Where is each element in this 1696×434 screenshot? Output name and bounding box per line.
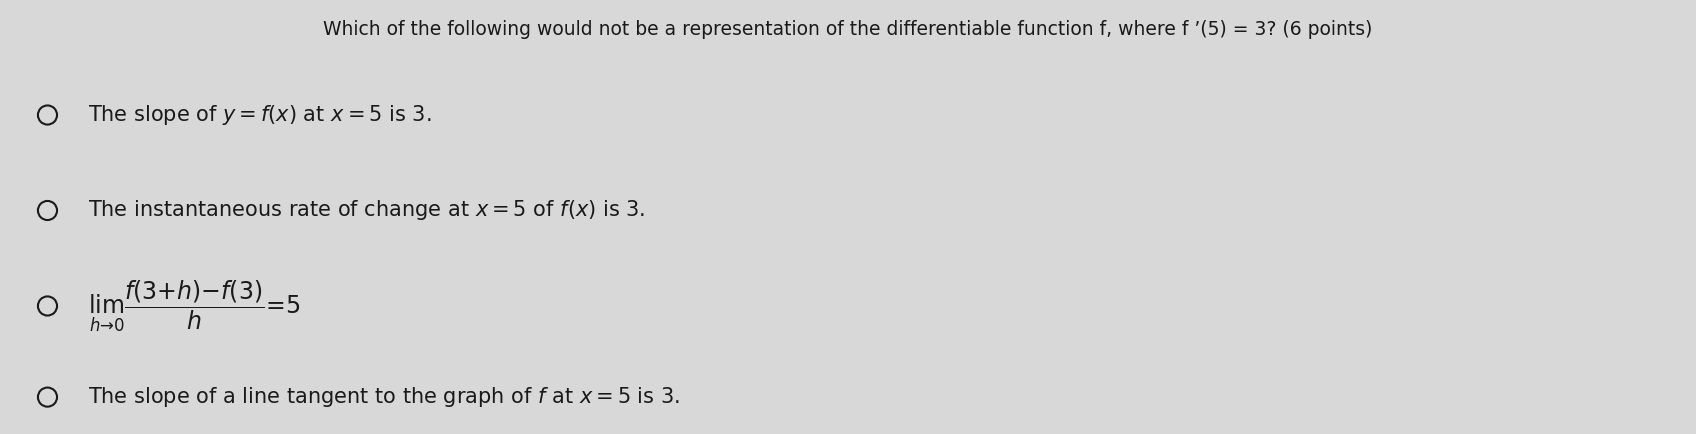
Text: The slope of a line tangent to the graph of $f$ at $x = 5$ is 3.: The slope of a line tangent to the graph…: [88, 385, 680, 409]
Text: The slope of $y = f(x)$ at $x = 5$ is 3.: The slope of $y = f(x)$ at $x = 5$ is 3.: [88, 103, 432, 127]
Text: The instantaneous rate of change at $x = 5$ of $f(x)$ is 3.: The instantaneous rate of change at $x =…: [88, 198, 646, 223]
Text: Which of the following would not be a representation of the differentiable funct: Which of the following would not be a re…: [324, 20, 1372, 39]
Text: $\lim_{h\to 0}\dfrac{f(3+h)-f(3)}{h}=5$: $\lim_{h\to 0}\dfrac{f(3+h)-f(3)}{h}=5$: [88, 278, 300, 334]
